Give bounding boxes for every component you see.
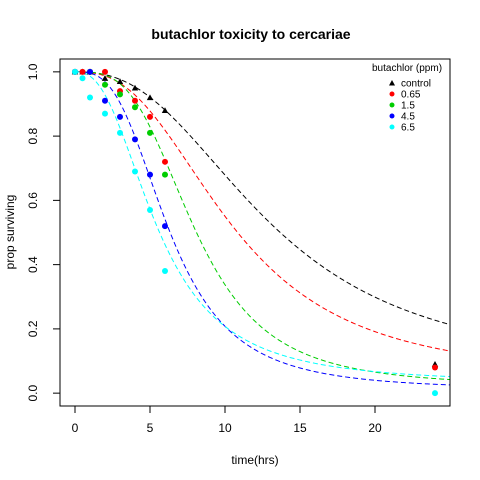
legend-label: 4.5 <box>401 112 415 123</box>
y-tick-label: 1.0 <box>26 63 40 80</box>
y-tick-label: 0.0 <box>26 384 40 401</box>
data-point-4 <box>72 68 78 75</box>
data-point-3 <box>87 68 93 75</box>
data-point-0 <box>161 107 169 113</box>
data-point-3 <box>147 171 153 178</box>
x-axis-label: time(hrs) <box>231 453 278 467</box>
data-point-4 <box>117 129 123 136</box>
data-point-2 <box>147 129 153 136</box>
data-points <box>71 68 439 397</box>
data-point-3 <box>132 136 138 143</box>
y-tick-label: 0.8 <box>26 127 40 144</box>
data-point-4 <box>432 390 438 397</box>
data-point-1 <box>162 158 168 165</box>
legend-marker <box>389 124 395 130</box>
data-point-4 <box>102 110 108 117</box>
fit-curve-3 <box>75 71 451 386</box>
data-point-1 <box>102 68 108 75</box>
data-point-4 <box>147 207 153 214</box>
data-point-4 <box>87 94 93 101</box>
data-point-3 <box>162 223 168 230</box>
data-point-4 <box>79 75 86 82</box>
legend-marker <box>389 113 395 119</box>
data-point-2 <box>132 104 138 111</box>
data-point-4 <box>132 168 138 175</box>
data-point-1 <box>79 68 86 75</box>
fit-curves <box>74 71 451 386</box>
fit-curve-1 <box>75 71 451 352</box>
data-point-4 <box>162 268 168 275</box>
legend-marker <box>389 102 395 108</box>
data-point-0 <box>101 75 109 81</box>
x-tick-label: 5 <box>147 421 154 435</box>
fit-curve-2 <box>75 71 451 381</box>
data-point-0 <box>146 94 154 101</box>
legend-label: 1.5 <box>401 101 415 112</box>
data-point-2 <box>162 171 168 178</box>
x-tick-label: 0 <box>72 421 79 435</box>
x-tick-label: 15 <box>293 421 307 435</box>
data-point-2 <box>102 81 108 88</box>
fit-curve-4 <box>74 71 451 378</box>
chart-title: butachlor toxicity to cercariae <box>151 26 350 42</box>
legend-marker <box>389 91 395 97</box>
x-tick-label: 10 <box>218 421 232 435</box>
data-point-3 <box>102 97 108 104</box>
data-point-3 <box>117 113 123 120</box>
y-axis: 0.0 0.2 0.4 0.6 0.8 1.0 <box>26 63 61 401</box>
data-point-1 <box>432 364 438 371</box>
data-point-1 <box>132 97 138 104</box>
legend-label: 0.65 <box>401 90 421 101</box>
legend-marker <box>389 80 395 86</box>
fit-curve-0 <box>75 71 451 326</box>
legend-title: butachlor (ppm) <box>372 63 442 74</box>
data-point-1 <box>147 113 153 120</box>
y-tick-label: 0.2 <box>26 320 40 337</box>
x-axis: 0 5 10 15 20 <box>72 405 382 435</box>
y-axis-label: prop surviving <box>3 195 17 270</box>
y-tick-label: 0.6 <box>26 192 40 209</box>
x-tick-label: 20 <box>368 421 382 435</box>
data-point-2 <box>117 91 123 98</box>
data-point-0 <box>116 78 124 85</box>
data-point-0 <box>131 84 139 91</box>
legend-label: 6.5 <box>401 123 415 134</box>
legend-label: control <box>401 79 431 90</box>
y-tick-label: 0.4 <box>26 256 40 273</box>
